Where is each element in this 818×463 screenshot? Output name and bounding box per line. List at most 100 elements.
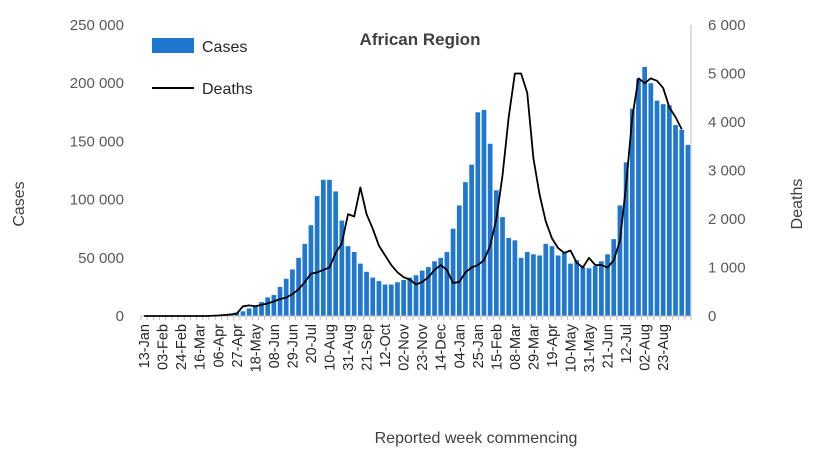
cases-bar [358, 263, 363, 316]
y-tick-label: 250 000 [70, 17, 124, 34]
y-tick-label: 100 000 [70, 192, 124, 209]
cases-bar [679, 129, 685, 316]
x-tick-label: 31-Aug [341, 324, 357, 371]
x-tick-label: 14-Dec [434, 324, 450, 371]
cases-bars [209, 66, 691, 317]
cases-bar [580, 267, 586, 316]
x-tick-label: 03-Feb [156, 324, 172, 370]
cases-bar [271, 295, 277, 316]
cases-bar [636, 78, 641, 316]
cases-bar [531, 254, 536, 316]
cases-bar [320, 179, 326, 316]
cases-bar [277, 286, 283, 316]
cases-bar [345, 246, 351, 316]
x-axis-title: Reported week commencing [375, 430, 578, 447]
x-tick-label: 15-Feb [489, 324, 505, 370]
cases-bar [605, 254, 610, 316]
x-tick-label: 21-Sep [360, 324, 376, 371]
x-tick-label: 19-Apr [545, 324, 561, 368]
legend-cases-label: Cases [202, 39, 247, 56]
cases-bar [629, 108, 635, 316]
cases-bar [623, 162, 629, 316]
x-tick-label: 02-Nov [397, 323, 413, 370]
x-tick-label: 20-Jul [304, 324, 320, 364]
cases-bar [265, 297, 271, 316]
cases-bar [568, 263, 573, 316]
cases-bar [376, 281, 382, 316]
cases-bar [660, 104, 666, 317]
x-tick-label: 16-Mar [193, 324, 209, 370]
y2-tick-label: 4 000 [708, 114, 746, 131]
cases-bar [450, 228, 456, 316]
cases-bar [296, 257, 301, 316]
cases-bar [586, 268, 592, 316]
x-tick-label: 21-Jun [601, 324, 617, 368]
y2-tick-label: 5 000 [708, 66, 746, 83]
x-tick-label: 12-Jul [619, 324, 635, 364]
y-tick-label: 200 000 [70, 75, 124, 92]
cases-bar [240, 311, 246, 316]
cases-bar [382, 284, 388, 316]
cases-bar [432, 261, 437, 316]
y-tick-label: 150 000 [70, 133, 124, 150]
cases-bar [549, 246, 555, 316]
legend-deaths-label: Deaths [202, 81, 253, 98]
cases-bar [395, 282, 400, 316]
cases-bar [475, 112, 481, 316]
x-tick-label: 04-Jan [452, 324, 468, 368]
cases-bar [574, 260, 580, 316]
cases-bar [259, 302, 264, 316]
y2-tick-label: 0 [708, 308, 716, 325]
x-tick-label: 10-Aug [322, 324, 338, 371]
cases-bar [370, 277, 376, 316]
cases-bar [438, 257, 444, 316]
legend-cases-swatch [152, 38, 194, 53]
cases-bar [302, 243, 308, 316]
x-tick-label: 18-May [248, 323, 264, 372]
chart-title: African Region [360, 30, 481, 49]
y2-tick-label: 2 000 [708, 211, 746, 228]
cases-bar [456, 205, 462, 316]
x-tick-label: 08-Jun [267, 324, 283, 368]
deaths-line-layer [144, 72, 683, 317]
x-axis-ticks: 13-Jan 03-Feb 24-Feb 16-Mar 06-Apr 27-Apr 18-M… [137, 323, 672, 372]
cases-bar [654, 100, 660, 316]
cases-bar [599, 261, 604, 316]
x-tick-label: 23-Aug [656, 324, 672, 371]
cases-bar [493, 190, 499, 316]
y2-axis-ticks: 0 1 000 2 000 3 000 4 000 5 000 6 000 [708, 17, 746, 325]
y2-tick-label: 6 000 [708, 17, 746, 34]
cases-bar [401, 279, 406, 316]
x-tick-label: 23-Nov [415, 323, 431, 370]
cases-bar [419, 270, 425, 316]
x-tick-label: 29-Jun [285, 324, 301, 368]
cases-bar [506, 238, 512, 316]
cases-bar [463, 182, 468, 316]
cases-bar [246, 308, 252, 316]
y-axis-ticks: 0 50 000 100 000 150 000 200 000 250 000 [70, 17, 124, 325]
x-tick-label: 02-Aug [638, 324, 654, 371]
cases-bar [413, 275, 419, 316]
cases-bar [524, 251, 530, 316]
cases-bar [648, 83, 654, 316]
y2-tick-label: 1 000 [708, 260, 746, 277]
cases-bar [611, 239, 617, 316]
cases-bar [351, 251, 357, 316]
cases-bar [543, 243, 549, 316]
cases-bar [555, 255, 561, 316]
cases-bar [290, 269, 295, 316]
cases-bar [426, 267, 431, 316]
x-tick-label: 29-Mar [526, 324, 542, 370]
y-axis-title: Cases [11, 181, 28, 226]
cases-bar [339, 220, 345, 316]
cases-bar [364, 271, 369, 316]
y2-axis-title: Deaths [789, 179, 806, 230]
cases-bar [685, 144, 691, 316]
cases-bar [537, 255, 542, 316]
cases-bar [561, 251, 567, 316]
cases-bar [518, 257, 524, 316]
x-tick-label: 25-Jan [471, 324, 487, 368]
cases-bar [481, 109, 487, 316]
x-tick-label: 10-May [563, 323, 579, 372]
